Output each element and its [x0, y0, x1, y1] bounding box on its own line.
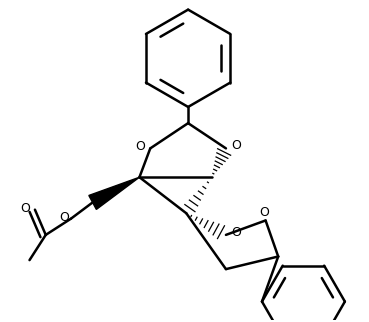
Text: O: O — [59, 211, 69, 224]
Text: O: O — [259, 206, 269, 219]
Polygon shape — [89, 177, 139, 209]
Text: O: O — [231, 226, 241, 239]
Text: O: O — [231, 139, 241, 152]
Text: O: O — [135, 140, 145, 153]
Text: O: O — [20, 203, 30, 215]
